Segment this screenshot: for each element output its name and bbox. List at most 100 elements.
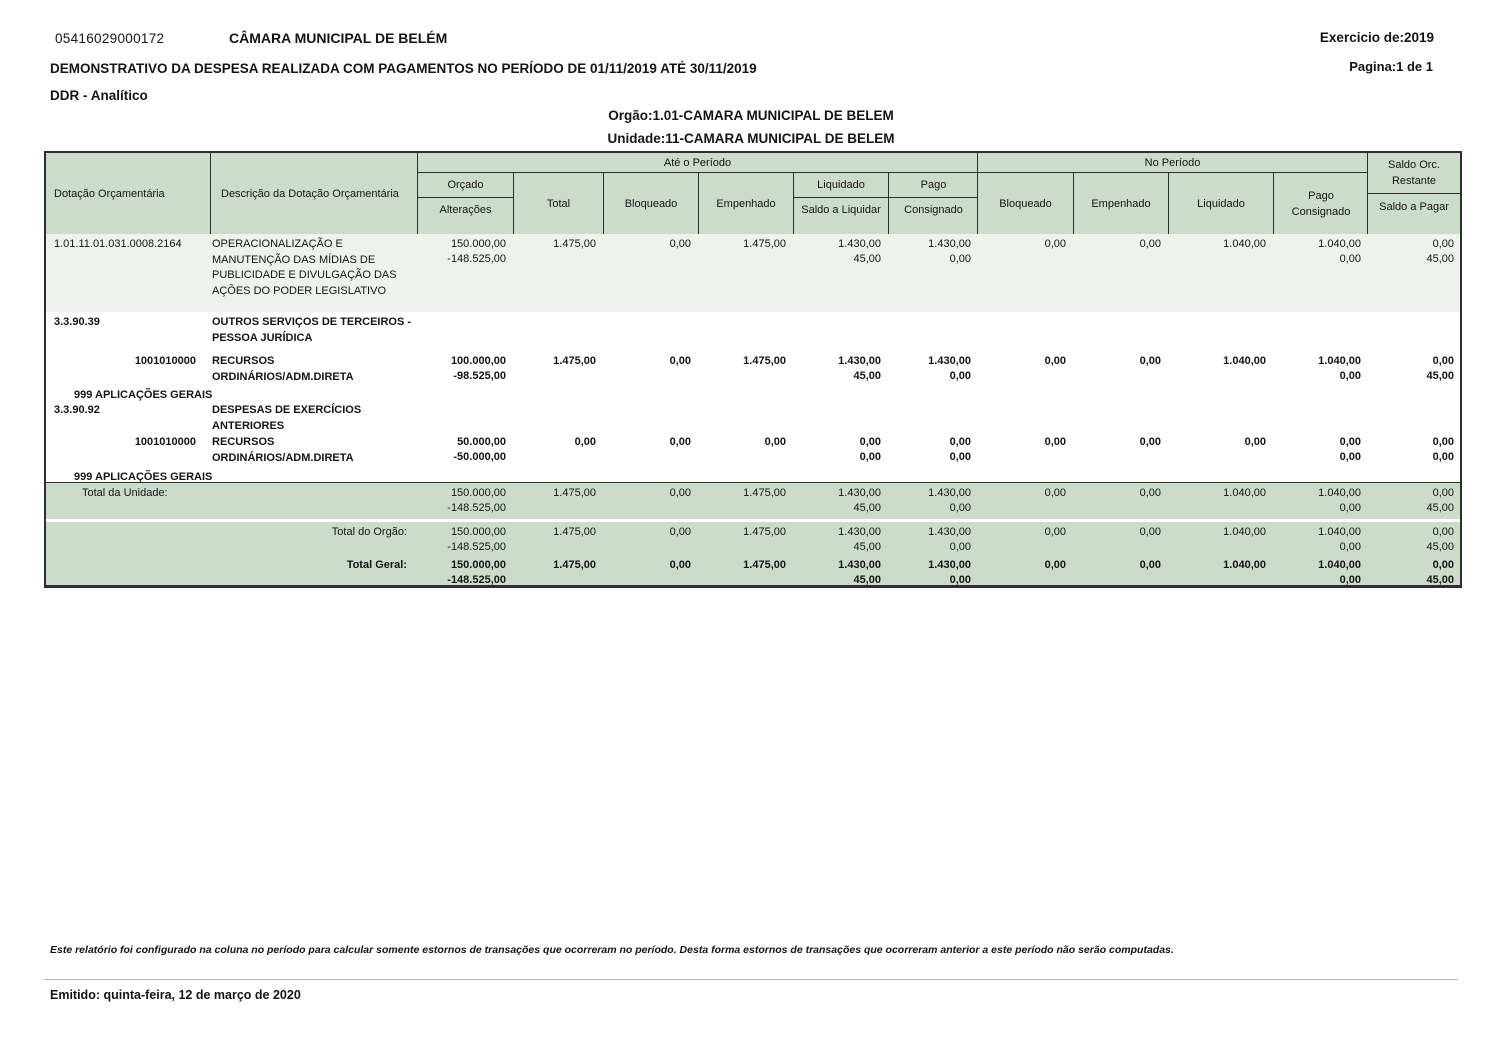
- cell-pago-ate: 1.430,00 0,00: [887, 351, 977, 385]
- cell-total: 1.475,00: [512, 351, 602, 385]
- cell-orcado-alteracoes: 50.000,00 -50.000,00: [417, 432, 512, 467]
- table-row: 999 APLICAÇÕES GERAIS: [46, 467, 1460, 483]
- total-orgao-row: Total do Orgão: 150.000,00 -148.525,00 1.…: [46, 522, 1460, 555]
- cell-saldo: 0,00 45,00: [1367, 522, 1460, 555]
- table-row: 1001010000 RECURSOS ORDINÁRIOS/ADM.DIRET…: [46, 432, 1460, 467]
- num: 45,00: [1426, 502, 1454, 514]
- num: 1.475,00: [553, 526, 596, 538]
- header-pago-consignado-ate: Pago Consignado: [888, 173, 978, 234]
- num: 1.040,00: [1318, 487, 1361, 499]
- config-note: Este relatório foi configurado na coluna…: [50, 944, 1174, 956]
- header-liquidado-saldo: Liquidado Saldo a Liquidar: [793, 173, 888, 234]
- fonte-desc: RECURSOS ORDINÁRIOS/ADM.DIRETA: [212, 355, 354, 383]
- num: 45,00: [853, 370, 881, 382]
- num: 0,00: [1432, 526, 1454, 538]
- cell-total: 1.475,00: [512, 555, 602, 585]
- cell-liquidado-per: 1.040,00: [1167, 555, 1272, 585]
- num: 45,00: [853, 574, 881, 585]
- cell-orcado-alteracoes: 150.000,00 -148.525,00: [417, 483, 512, 519]
- num: 0,00: [669, 355, 691, 367]
- header-group-ate-periodo: Até o Período Orçado Alterações Total Bl…: [417, 153, 978, 234]
- num: 0,00: [1339, 436, 1361, 448]
- num: 45,00: [853, 253, 881, 265]
- num: 1.475,00: [743, 559, 786, 571]
- cell-empenhado-ate: 1.475,00: [697, 234, 792, 312]
- cell-orcado-alteracoes: 150.000,00 -148.525,00: [417, 555, 512, 585]
- cell-saldo: 0,00 45,00: [1367, 483, 1460, 519]
- report-title: DEMONSTRATIVO DA DESPESA REALIZADA COM P…: [50, 61, 757, 76]
- num: 1.475,00: [743, 526, 786, 538]
- num: 1.475,00: [553, 355, 596, 367]
- num: 1.430,00: [928, 355, 971, 367]
- num: 0,00: [1139, 487, 1161, 499]
- num: -148.525,00: [447, 574, 506, 585]
- cell-empenhado-per: 0,00: [1072, 483, 1167, 519]
- header-saldo-a-pagar: Saldo a Pagar: [1379, 201, 1449, 213]
- header-liquidado-per: Liquidado: [1168, 173, 1273, 234]
- cell-pago-per: 1.040,00 0,00: [1272, 522, 1367, 555]
- table-row: 1001010000 RECURSOS ORDINÁRIOS/ADM.DIRET…: [46, 351, 1460, 385]
- cell-bloqueado-ate: 0,00: [602, 351, 697, 385]
- num: -50.000,00: [453, 451, 506, 463]
- header-descricao: Descrição da Dotação Orçamentária: [210, 153, 417, 234]
- header-total: Total: [513, 173, 603, 234]
- num: 45,00: [1426, 574, 1454, 585]
- cell-bloqueado-per: 0,00: [977, 483, 1072, 519]
- fonte-code: 1001010000: [134, 355, 196, 367]
- header-bloqueado-ate: Bloqueado: [603, 173, 698, 234]
- num: 0,00: [949, 541, 971, 553]
- header-orcado-alteracoes: Orçado Alterações: [418, 173, 513, 234]
- num: 45,00: [853, 502, 881, 514]
- num: 0,00: [669, 526, 691, 538]
- num: 0,00: [1244, 436, 1266, 448]
- elemento-code: 3.3.90.39: [54, 316, 100, 328]
- cell-bloqueado-ate: 0,00: [602, 432, 697, 467]
- cell-empenhado-ate: 1.475,00: [697, 351, 792, 385]
- cell-bloqueado-per: 0,00: [977, 432, 1072, 467]
- cell-pago-per: 1.040,00 0,00: [1272, 483, 1367, 519]
- emitted-date: Emitido: quinta-feira, 12 de março de 20…: [50, 988, 301, 1002]
- totals-section: Total da Unidade: 150.000,00 -148.525,00 …: [46, 482, 1460, 585]
- num: 0,00: [1432, 238, 1454, 250]
- cell-total: 0,00: [512, 432, 602, 467]
- cell-bloqueado-per: 0,00: [977, 555, 1072, 585]
- group-title-ate-periodo: Até o Período: [418, 153, 977, 173]
- cell-total: 1.475,00: [512, 522, 602, 555]
- num: 1.475,00: [553, 238, 596, 250]
- cell-liquidado-ate: 1.430,00 45,00: [792, 351, 887, 385]
- cell-pago-ate: 1.430,00 0,00: [887, 522, 977, 555]
- table-row: 3.3.90.92 DESPESAS DE EXERCÍCIOS ANTERIO…: [46, 400, 1460, 432]
- num: -148.525,00: [447, 541, 506, 553]
- num: 0,00: [1339, 541, 1361, 553]
- num: 0,00: [1432, 436, 1454, 448]
- table-row: 999 APLICAÇÕES GERAIS: [46, 385, 1460, 401]
- num: 0,00: [1044, 436, 1066, 448]
- aplicacao-code: 999 APLICAÇÕES GERAIS: [74, 389, 213, 401]
- num: 0,00: [669, 559, 691, 571]
- header-empenhado-per: Empenhado: [1073, 173, 1168, 234]
- cell-empenhado-ate: 0,00: [697, 432, 792, 467]
- subheaders-ate: Orçado Alterações Total Bloqueado Empenh…: [418, 173, 978, 234]
- entity-name: CÂMARA MUNICIPAL DE BELÉM: [229, 30, 448, 46]
- cell-liquidado-per: 1.040,00: [1167, 351, 1272, 385]
- cell-empenhado-per: 0,00: [1072, 432, 1167, 467]
- num: -148.525,00: [447, 253, 506, 265]
- cell-empenhado-per: 0,00: [1072, 555, 1167, 585]
- header-saldo-orc-restante: Saldo Orc. Restante: [1368, 153, 1460, 194]
- num: 1.430,00: [838, 238, 881, 250]
- header-orcado: Orçado: [418, 173, 513, 198]
- cell-total: 1.475,00: [512, 234, 602, 312]
- num: 50.000,00: [457, 436, 506, 448]
- num: 0,00: [1044, 355, 1066, 367]
- header-consignado-per: Consignado: [1291, 205, 1351, 218]
- cell-liquidado-ate: 1.430,00 45,00: [792, 483, 887, 519]
- num: 1.430,00: [838, 487, 881, 499]
- num: 0,00: [1339, 370, 1361, 382]
- total-label: Total do Orgão:: [331, 526, 407, 538]
- num: 1.430,00: [928, 238, 971, 250]
- cell-saldo: 0,00 45,00: [1367, 351, 1460, 385]
- num: 0,00: [949, 502, 971, 514]
- num: 0,00: [949, 436, 971, 448]
- subheaders-no: Bloqueado Empenhado Liquidado Pago Consi…: [978, 173, 1367, 234]
- num: 1.430,00: [838, 526, 881, 538]
